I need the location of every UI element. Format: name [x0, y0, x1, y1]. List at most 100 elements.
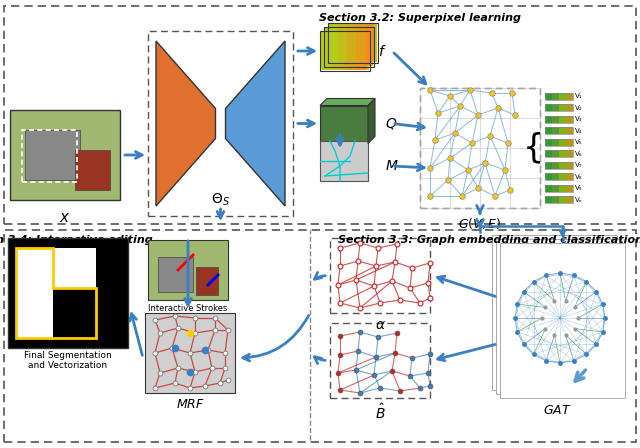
Text: $G(V,E)$: $G(V,E)$	[458, 216, 502, 231]
Bar	[339, 32, 348, 70]
Text: V₅: V₅	[575, 139, 582, 145]
Bar	[325, 28, 334, 66]
Text: V₆: V₆	[575, 151, 582, 157]
Bar	[22, 130, 77, 182]
Bar	[324, 27, 374, 67]
Bar	[559, 92, 566, 99]
Bar	[356, 24, 365, 62]
Bar	[320, 105, 368, 143]
Bar	[566, 150, 573, 157]
Bar	[552, 162, 559, 169]
Text: Section 3.4: Interactive editing: Section 3.4: Interactive editing	[0, 235, 153, 245]
Text: V₉: V₉	[575, 185, 582, 191]
Bar	[552, 185, 559, 192]
Bar	[545, 173, 573, 181]
Bar	[545, 139, 552, 146]
Bar	[145, 313, 235, 393]
Bar	[545, 150, 573, 157]
Bar	[148, 31, 293, 216]
Bar	[320, 141, 368, 181]
Bar	[566, 162, 573, 169]
Bar	[328, 23, 378, 63]
Bar	[566, 92, 573, 99]
Bar	[545, 127, 552, 134]
Text: Section 3.3: Graph embedding and classification: Section 3.3: Graph embedding and classif…	[337, 235, 640, 245]
Bar	[343, 28, 352, 66]
Bar	[552, 150, 559, 157]
Text: $\hat{B}$: $\hat{B}$	[374, 403, 385, 422]
Bar	[320, 31, 370, 71]
Bar	[559, 150, 566, 157]
Bar	[500, 243, 625, 398]
Text: $x$: $x$	[60, 210, 71, 225]
Bar	[196, 267, 218, 295]
Bar	[559, 173, 566, 181]
Bar	[552, 197, 559, 203]
Bar	[545, 197, 552, 203]
Text: Section 3.2: Superpixel learning: Section 3.2: Superpixel learning	[319, 13, 521, 23]
Bar	[53, 288, 96, 338]
Bar	[330, 323, 430, 398]
Bar	[496, 239, 621, 394]
Bar	[545, 150, 552, 157]
Bar	[566, 116, 573, 123]
Bar	[25, 130, 80, 180]
Bar	[566, 139, 573, 146]
Bar	[552, 139, 559, 146]
Bar	[552, 92, 559, 99]
Polygon shape	[368, 99, 375, 143]
Bar	[545, 104, 552, 111]
Text: $Q$: $Q$	[385, 116, 397, 131]
Bar	[566, 104, 573, 111]
Text: V₁: V₁	[575, 93, 582, 99]
Bar	[545, 162, 552, 169]
Bar	[566, 173, 573, 181]
Polygon shape	[225, 41, 285, 206]
Text: V₃: V₃	[575, 116, 582, 122]
Bar	[10, 110, 120, 200]
Text: V₇: V₇	[575, 162, 582, 168]
Bar	[158, 257, 193, 292]
Text: V₂: V₂	[575, 104, 582, 111]
Bar	[365, 24, 374, 62]
FancyBboxPatch shape	[325, 28, 373, 66]
Bar	[75, 150, 110, 190]
Bar	[348, 32, 357, 70]
Bar	[545, 185, 573, 192]
Bar	[330, 238, 430, 313]
Bar	[545, 127, 573, 134]
Bar	[330, 32, 339, 70]
Bar	[545, 92, 552, 99]
Bar	[16, 248, 96, 338]
Bar	[329, 24, 338, 62]
Bar	[552, 104, 559, 111]
Bar	[148, 240, 228, 300]
Text: $f$: $f$	[378, 43, 387, 59]
Bar	[566, 127, 573, 134]
Text: Interactive Strokes: Interactive Strokes	[148, 304, 228, 313]
Bar	[545, 92, 573, 99]
Bar	[545, 185, 552, 192]
Bar	[545, 197, 573, 203]
Text: {: {	[523, 132, 544, 164]
Bar	[545, 162, 573, 169]
Bar	[545, 139, 573, 146]
Text: Final Segmentation
and Vectorization: Final Segmentation and Vectorization	[24, 351, 112, 370]
Bar	[559, 104, 566, 111]
FancyBboxPatch shape	[329, 24, 377, 62]
Polygon shape	[320, 99, 375, 105]
Bar	[559, 185, 566, 192]
Bar	[566, 185, 573, 192]
Text: $MRF$: $MRF$	[175, 398, 204, 411]
Bar	[552, 116, 559, 123]
Bar	[552, 127, 559, 134]
Polygon shape	[156, 41, 216, 206]
Bar	[420, 88, 540, 208]
Text: V₄: V₄	[575, 128, 582, 134]
Bar	[334, 28, 343, 66]
Bar	[566, 197, 573, 203]
Bar	[545, 104, 573, 111]
Text: $GAT$: $GAT$	[543, 404, 572, 417]
Bar	[361, 28, 370, 66]
Bar	[492, 235, 617, 390]
